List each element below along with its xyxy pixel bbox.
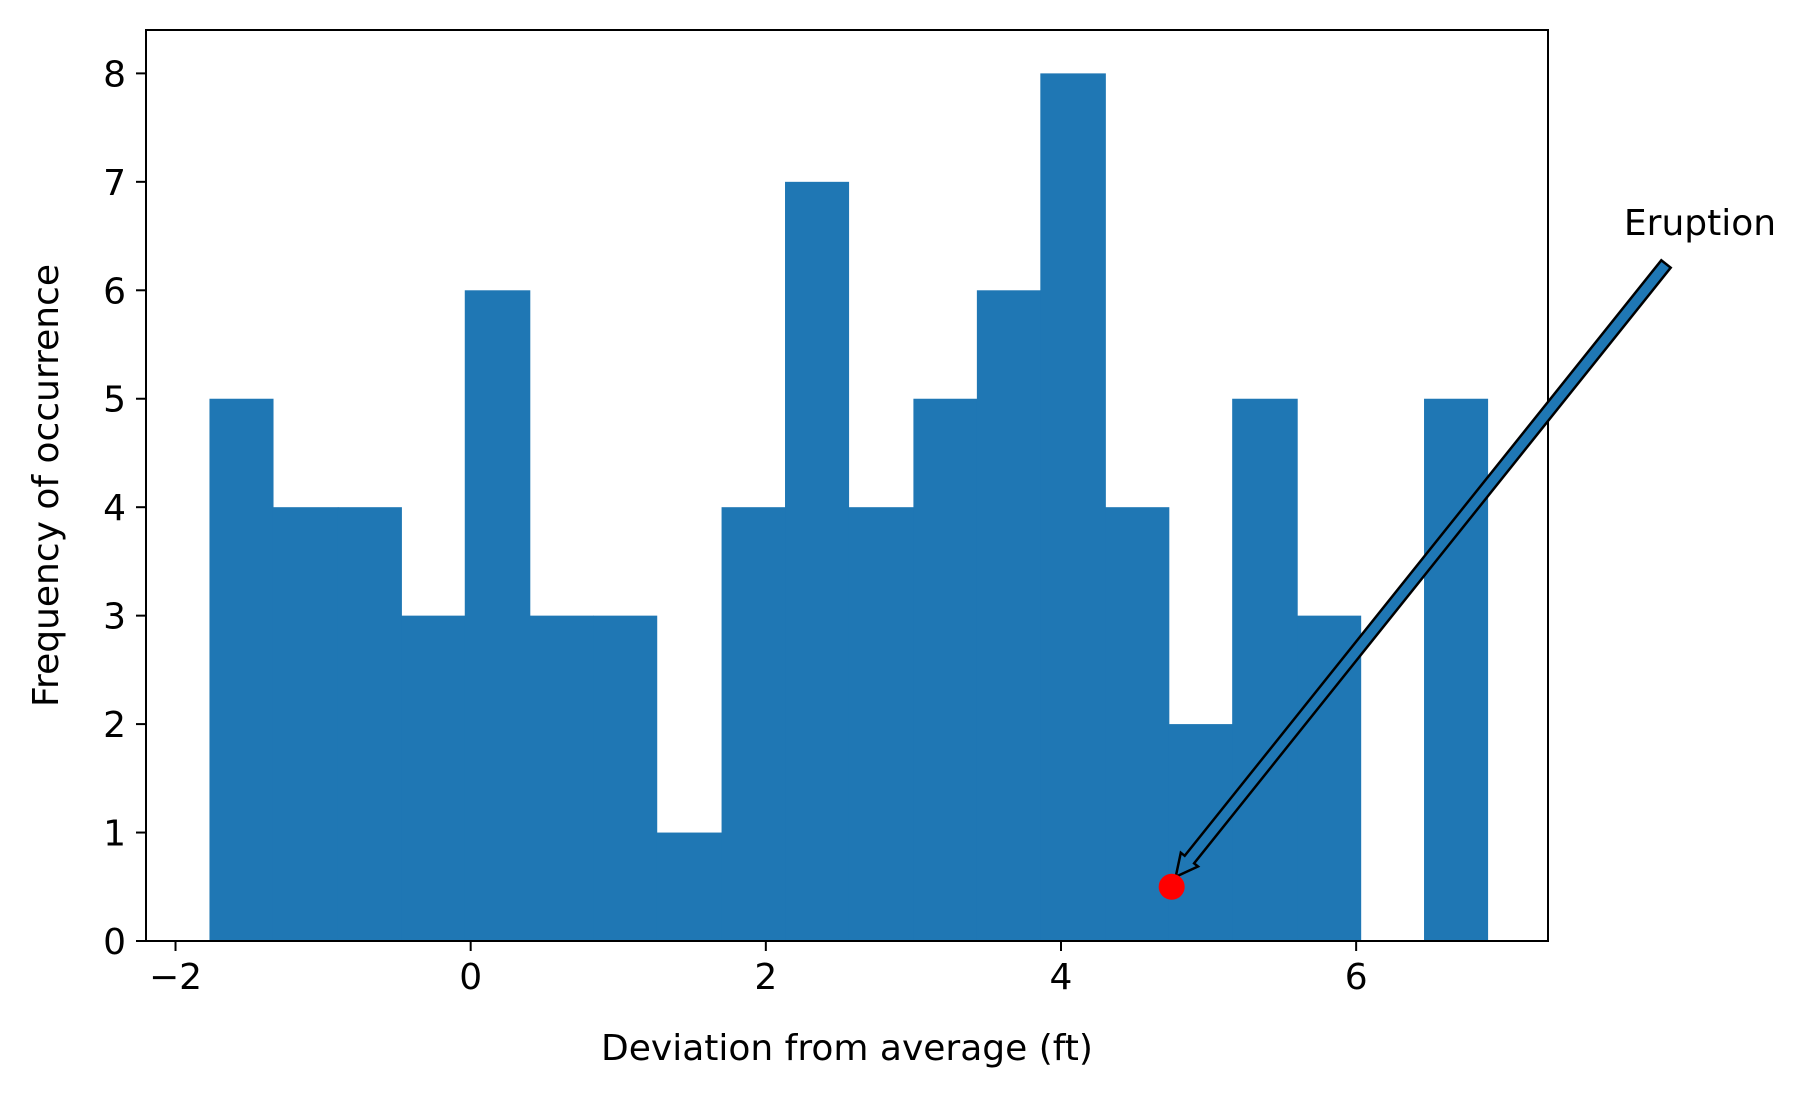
- y-tick-label: 0: [103, 922, 126, 963]
- histogram-bar-10: [848, 507, 915, 941]
- annotation-arrow: [1173, 258, 1673, 879]
- histogram-bar-4: [464, 290, 531, 941]
- x-tick-label: −2: [149, 957, 202, 998]
- y-tick-label: 4: [103, 488, 126, 529]
- annotation-label: Eruption: [1624, 203, 1776, 244]
- histogram-bar-8: [721, 507, 786, 941]
- x-axis-label: Deviation from average (ft): [601, 1028, 1093, 1069]
- histogram-bar-6: [593, 615, 658, 941]
- y-tick-label: 3: [103, 597, 126, 638]
- histogram-bar-2: [337, 507, 402, 941]
- y-tick-label: 7: [103, 163, 126, 204]
- y-tick-label: 5: [103, 380, 126, 421]
- x-tick-label: 4: [1050, 957, 1073, 998]
- histogram-bar-3: [401, 615, 466, 941]
- y-tick-label: 8: [103, 54, 126, 95]
- histogram-bar-16: [1232, 398, 1298, 941]
- histogram-bars: [209, 73, 1489, 941]
- histogram-bar-13: [1040, 73, 1106, 941]
- histogram-bar-9: [785, 181, 850, 941]
- eruption-point: [1158, 873, 1185, 900]
- histogram-bar-0: [209, 398, 274, 941]
- histogram-bar-19: [1424, 398, 1489, 941]
- histogram-bar-15: [1168, 724, 1233, 941]
- y-axis-ticks: 0 1 2 3 4 5 6 7 8: [103, 54, 146, 963]
- x-axis-ticks: −2 0 2 4 6: [149, 941, 1368, 998]
- y-tick-label: 2: [103, 705, 126, 746]
- histogram-bar-7: [656, 832, 723, 941]
- x-tick-label: 6: [1345, 957, 1368, 998]
- histogram-bar-1: [272, 507, 339, 941]
- x-tick-label: 0: [459, 957, 482, 998]
- plot-frame: [145, 29, 1549, 942]
- histogram-bar-14: [1105, 507, 1170, 941]
- histogram-bar-12: [976, 290, 1041, 941]
- y-axis-label: Frequency of occurrence: [26, 264, 67, 707]
- x-tick-label: 2: [754, 957, 777, 998]
- y-tick-label: 6: [103, 271, 126, 312]
- annotation-layer: Eruption: [1158, 203, 1776, 900]
- histogram-bar-11: [913, 398, 978, 941]
- y-tick-label: 1: [103, 814, 126, 855]
- histogram-bar-5: [529, 615, 594, 941]
- histogram-bar-17: [1297, 615, 1362, 941]
